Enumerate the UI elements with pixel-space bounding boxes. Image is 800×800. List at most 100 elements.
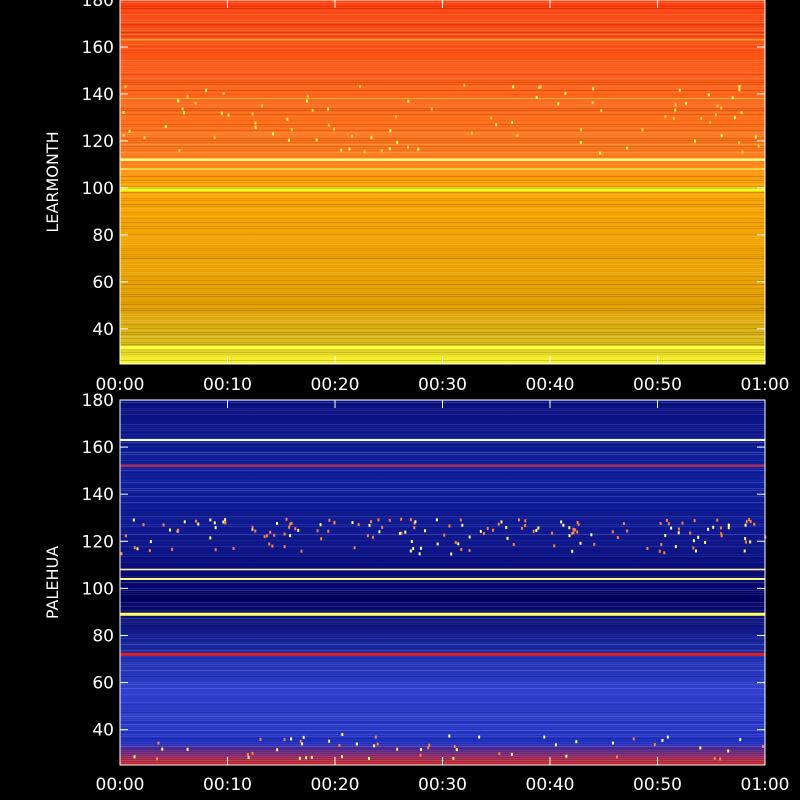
burst-speck	[410, 539, 413, 543]
burst-speck	[600, 109, 603, 113]
texture-row	[120, 212, 765, 213]
band-152	[120, 465, 765, 467]
burst-speck	[670, 526, 673, 530]
burst-speck	[338, 743, 341, 747]
texture-row	[120, 472, 765, 473]
burst-speck	[259, 738, 262, 742]
texture-row	[120, 82, 765, 83]
texture-row	[120, 572, 765, 573]
texture-row	[120, 210, 765, 211]
band-163	[120, 39, 765, 41]
texture-row	[120, 262, 765, 263]
texture-row	[120, 668, 765, 669]
burst-speck	[299, 739, 302, 743]
burst-speck	[453, 745, 456, 749]
burst-speck	[311, 108, 314, 112]
burst-speck	[557, 102, 560, 106]
texture-row	[120, 458, 765, 459]
texture-row	[120, 76, 765, 77]
burst-speck	[251, 527, 254, 531]
texture-row	[120, 566, 765, 567]
burst-speck	[486, 527, 489, 531]
texture-row	[120, 296, 765, 297]
texture-row	[120, 452, 765, 453]
burst-speck	[327, 123, 330, 127]
burst-speck	[156, 757, 159, 761]
burst-speck	[562, 523, 565, 527]
burst-speck	[704, 540, 707, 544]
texture-row	[120, 484, 765, 485]
burst-speck	[708, 120, 711, 124]
texture-row	[120, 230, 765, 231]
texture-row	[120, 556, 765, 557]
texture-row	[120, 20, 765, 21]
burst-speck	[571, 531, 574, 535]
burst-speck	[448, 734, 451, 738]
burst-speck	[136, 547, 139, 551]
texture-row	[120, 422, 765, 423]
texture-row	[120, 526, 765, 527]
burst-speck	[490, 116, 493, 120]
band-100	[120, 187, 765, 189]
burst-speck	[666, 735, 669, 739]
burst-speck	[209, 536, 212, 540]
texture-row	[120, 138, 765, 139]
texture-row	[120, 10, 765, 11]
texture-row	[120, 236, 765, 237]
texture-row	[120, 656, 765, 657]
burst-speck	[133, 755, 136, 759]
texture-row	[120, 528, 765, 529]
x-tick-label: 00:10	[203, 775, 252, 795]
panel-learmonth: 40 60 80 100 120 140 160 180 00:00 00:10 00:20 00:3…	[43, 0, 790, 395]
texture-row	[120, 56, 765, 57]
burst-speck	[653, 743, 656, 747]
texture-row	[120, 712, 765, 713]
texture-row	[120, 256, 765, 257]
texture-row	[120, 592, 765, 593]
texture-row	[120, 272, 765, 273]
burst-speck	[395, 115, 398, 119]
texture-row	[120, 718, 765, 719]
texture-row	[120, 514, 765, 515]
texture-row	[120, 644, 765, 645]
burst-speck	[457, 542, 460, 546]
texture-row	[120, 504, 765, 505]
texture-row	[120, 540, 765, 541]
texture-row	[120, 216, 765, 217]
texture-row	[120, 520, 765, 521]
texture-row	[120, 72, 765, 73]
burst-speck	[157, 741, 160, 745]
texture-row	[120, 548, 765, 549]
burst-speck	[681, 521, 684, 525]
texture-row	[120, 204, 765, 205]
texture-row	[120, 22, 765, 23]
texture-row	[120, 28, 765, 29]
texture-row	[120, 498, 765, 499]
texture-row	[120, 582, 765, 583]
texture-row	[120, 342, 765, 343]
texture-row	[120, 300, 765, 301]
y-tick-label: 40	[92, 320, 114, 340]
texture-row	[120, 496, 765, 497]
texture-row	[120, 676, 765, 677]
texture-row	[120, 730, 765, 731]
burst-speck	[632, 737, 635, 741]
burst-speck	[521, 526, 524, 530]
texture-row	[120, 600, 765, 601]
band-108	[120, 568, 765, 571]
x-tick-label: 01:00	[741, 775, 790, 795]
texture-row	[120, 646, 765, 647]
texture-row	[120, 336, 765, 337]
burst-speck	[572, 527, 575, 531]
x-tick-label: 00:30	[418, 775, 467, 795]
burst-speck	[120, 552, 123, 556]
texture-row	[120, 198, 765, 199]
texture-row	[120, 154, 765, 155]
burst-speck	[579, 541, 582, 545]
texture-row	[120, 130, 765, 131]
texture-row	[120, 46, 765, 47]
texture-row	[120, 510, 765, 511]
burst-speck	[460, 547, 463, 551]
burst-speck	[232, 546, 235, 550]
texture-row	[120, 122, 765, 123]
